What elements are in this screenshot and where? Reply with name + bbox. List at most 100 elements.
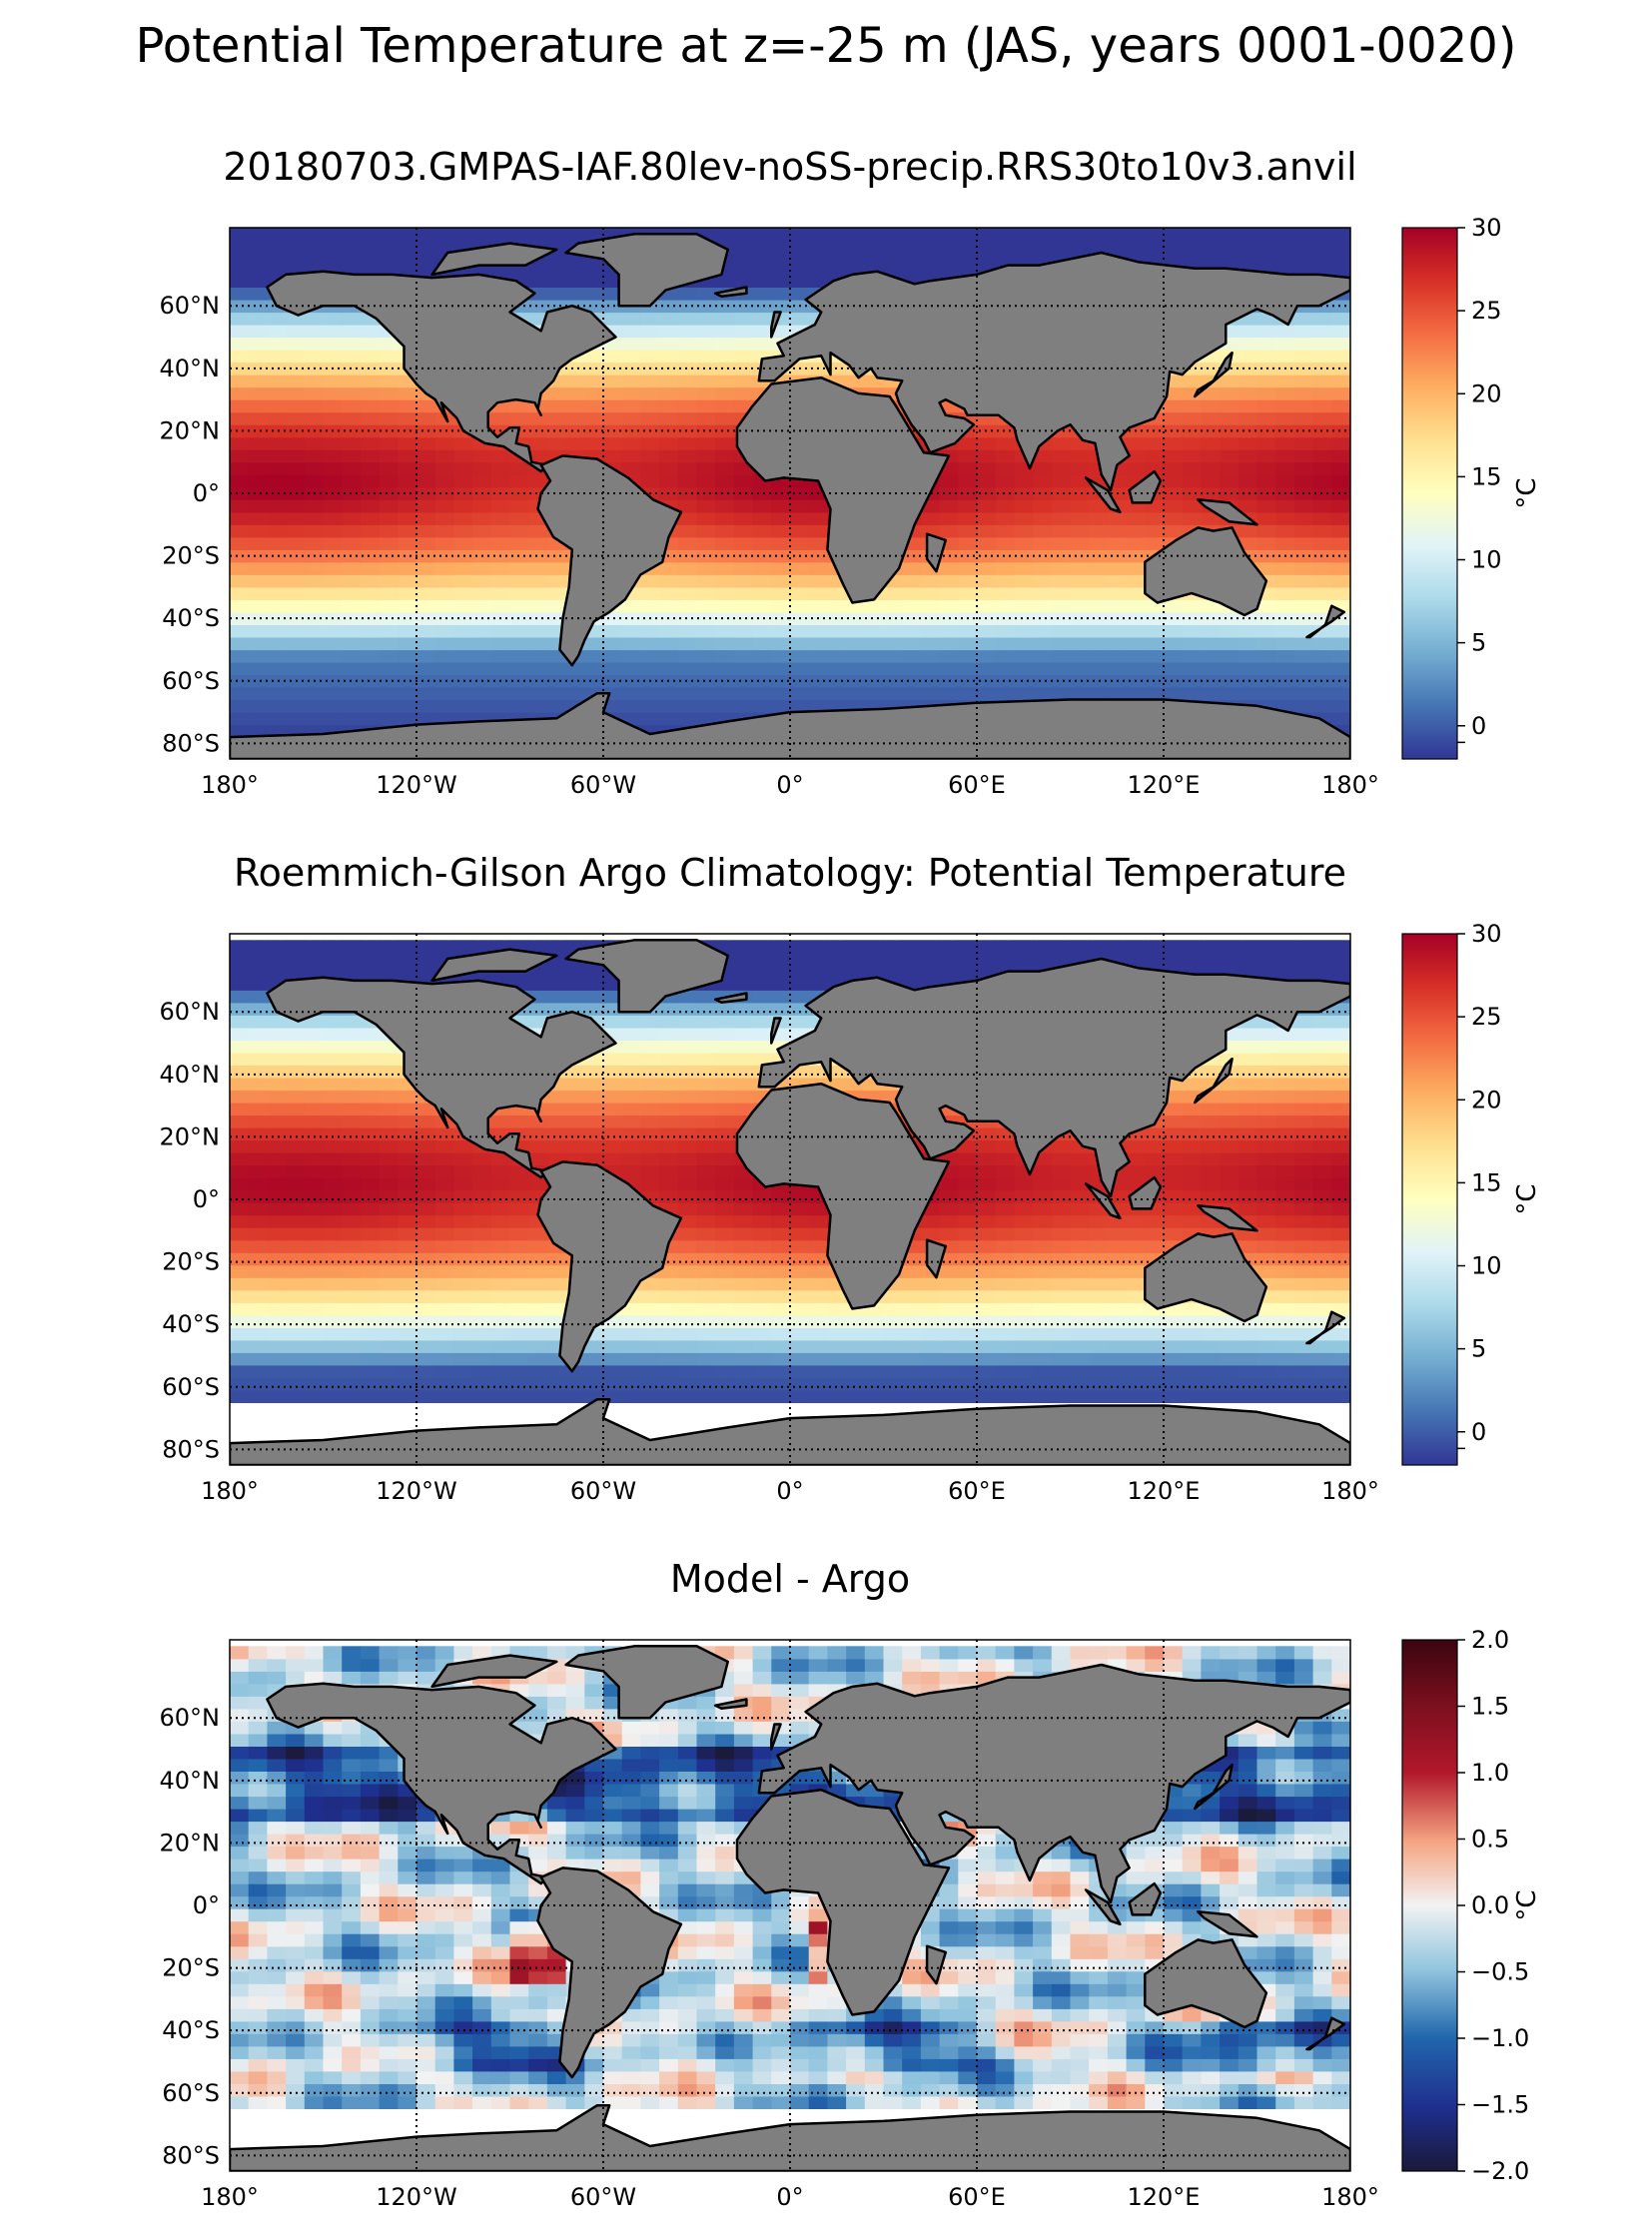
heatmap-cell: [1051, 436, 1072, 450]
heatmap-cell: [696, 1127, 716, 1141]
heatmap-cell: [995, 1364, 1015, 1378]
heatmap-cell: [379, 337, 399, 351]
heatmap-cell: [677, 1103, 698, 1116]
heatmap-cell: [977, 1214, 997, 1228]
heatmap-cell: [1293, 1015, 1314, 1029]
heatmap-cell: [696, 411, 716, 425]
heatmap-cell: [1033, 1302, 1053, 1316]
heatmap-cell: [603, 1103, 623, 1116]
heatmap-cell: [398, 549, 417, 563]
heatmap-cell: [342, 461, 362, 475]
heatmap-cell: [1089, 940, 1109, 954]
heatmap-cell: [640, 1103, 660, 1116]
heatmap-cell: [286, 1115, 306, 1128]
heatmap-cell: [1275, 1078, 1295, 1092]
heatmap-cell: [659, 599, 679, 613]
heatmap-cell: [1033, 549, 1053, 563]
heatmap-cell: [1070, 2095, 1090, 2109]
heatmap-cell: [267, 1065, 287, 1079]
heatmap-cell: [677, 1252, 698, 1266]
heatmap-cell: [1126, 1152, 1146, 1166]
heatmap-cell: [509, 2095, 529, 2109]
heatmap-cell: [267, 1214, 287, 1228]
heatmap-cell: [453, 237, 473, 251]
heatmap-cell: [752, 1002, 772, 1016]
colorbar-tick-label: 10: [1471, 1252, 1502, 1280]
heatmap-cell: [808, 1339, 828, 1353]
heatmap-cell: [752, 1052, 772, 1066]
heatmap-cell: [659, 1065, 679, 1079]
heatmap-cell: [286, 1227, 306, 1241]
heatmap-cell: [1293, 637, 1314, 651]
heatmap-cell: [977, 524, 997, 538]
heatmap-cell: [1182, 1139, 1202, 1153]
heatmap-cell: [1220, 1364, 1239, 1378]
heatmap-cell: [752, 1314, 772, 1328]
heatmap-cell: [621, 350, 641, 364]
heatmap-cell: [1033, 624, 1053, 638]
heatmap-cell: [490, 1252, 511, 1266]
heatmap-cell: [1033, 1277, 1053, 1291]
heatmap-cell: [1256, 374, 1276, 388]
heatmap-cell: [379, 699, 399, 713]
heatmap-cell: [977, 1339, 997, 1353]
heatmap-cell: [715, 1139, 735, 1153]
heatmap-cell: [1331, 1027, 1350, 1041]
heatmap-cell: [977, 1127, 997, 1141]
heatmap-cell: [883, 649, 903, 663]
heatmap-cell: [603, 1065, 623, 1079]
heatmap-cell: [1051, 1277, 1072, 1291]
y-tick-label: 60°S: [162, 1373, 220, 1401]
heatmap-cell: [1070, 228, 1090, 238]
heatmap-cell: [1256, 1239, 1276, 1253]
colorbar-tick-label: 20: [1471, 379, 1502, 407]
heatmap-cell: [490, 1164, 511, 1178]
heatmap-cell: [342, 2095, 362, 2109]
heatmap-cell: [286, 2083, 306, 2097]
heatmap-cell: [379, 637, 399, 651]
heatmap-cell: [790, 1389, 810, 1403]
heatmap-cell: [902, 574, 922, 588]
heatmap-cell: [977, 249, 997, 263]
heatmap-cell: [1238, 249, 1258, 263]
heatmap-cell: [1201, 474, 1221, 488]
heatmap-cell: [379, 374, 399, 388]
heatmap-cell: [603, 1352, 623, 1366]
heatmap-cell: [379, 399, 399, 413]
heatmap-cell: [1275, 1214, 1295, 1228]
heatmap-cell: [398, 1177, 417, 1191]
x-tick-label: 180°: [201, 771, 259, 799]
heatmap-cell: [733, 1040, 754, 1054]
heatmap-cell: [230, 1027, 250, 1041]
heatmap-cell: [603, 1127, 623, 1141]
heatmap-cell: [342, 574, 362, 588]
heatmap-cell: [1293, 1314, 1314, 1328]
heatmap-cell: [434, 461, 454, 475]
heatmap-cell: [640, 699, 660, 713]
heatmap-cell: [565, 1090, 585, 1104]
heatmap-cell: [323, 1127, 343, 1141]
heatmap-cell: [1238, 237, 1258, 251]
heatmap-cell: [659, 662, 679, 676]
heatmap-cell: [453, 1139, 473, 1153]
heatmap-cell: [1164, 1314, 1184, 1328]
heatmap-cell: [977, 1277, 997, 1291]
heatmap-cell: [1089, 237, 1109, 251]
heatmap-cell: [752, 337, 772, 351]
heatmap-cell: [342, 1164, 362, 1178]
heatmap-cell: [416, 511, 436, 525]
heatmap-cell: [995, 1277, 1015, 1291]
heatmap-cell: [230, 1214, 250, 1228]
heatmap-cell: [733, 1177, 754, 1191]
heatmap-cell: [1014, 1177, 1034, 1191]
heatmap-cell: [248, 536, 268, 550]
heatmap-cell: [808, 228, 828, 238]
heatmap-cell: [1107, 637, 1128, 651]
heatmap-cell: [416, 1227, 436, 1241]
heatmap-cell: [434, 1152, 454, 1166]
heatmap-cell: [864, 940, 885, 954]
heatmap-cell: [752, 1364, 772, 1378]
heatmap-cell: [1164, 1377, 1184, 1391]
heatmap-cell: [902, 1302, 922, 1316]
